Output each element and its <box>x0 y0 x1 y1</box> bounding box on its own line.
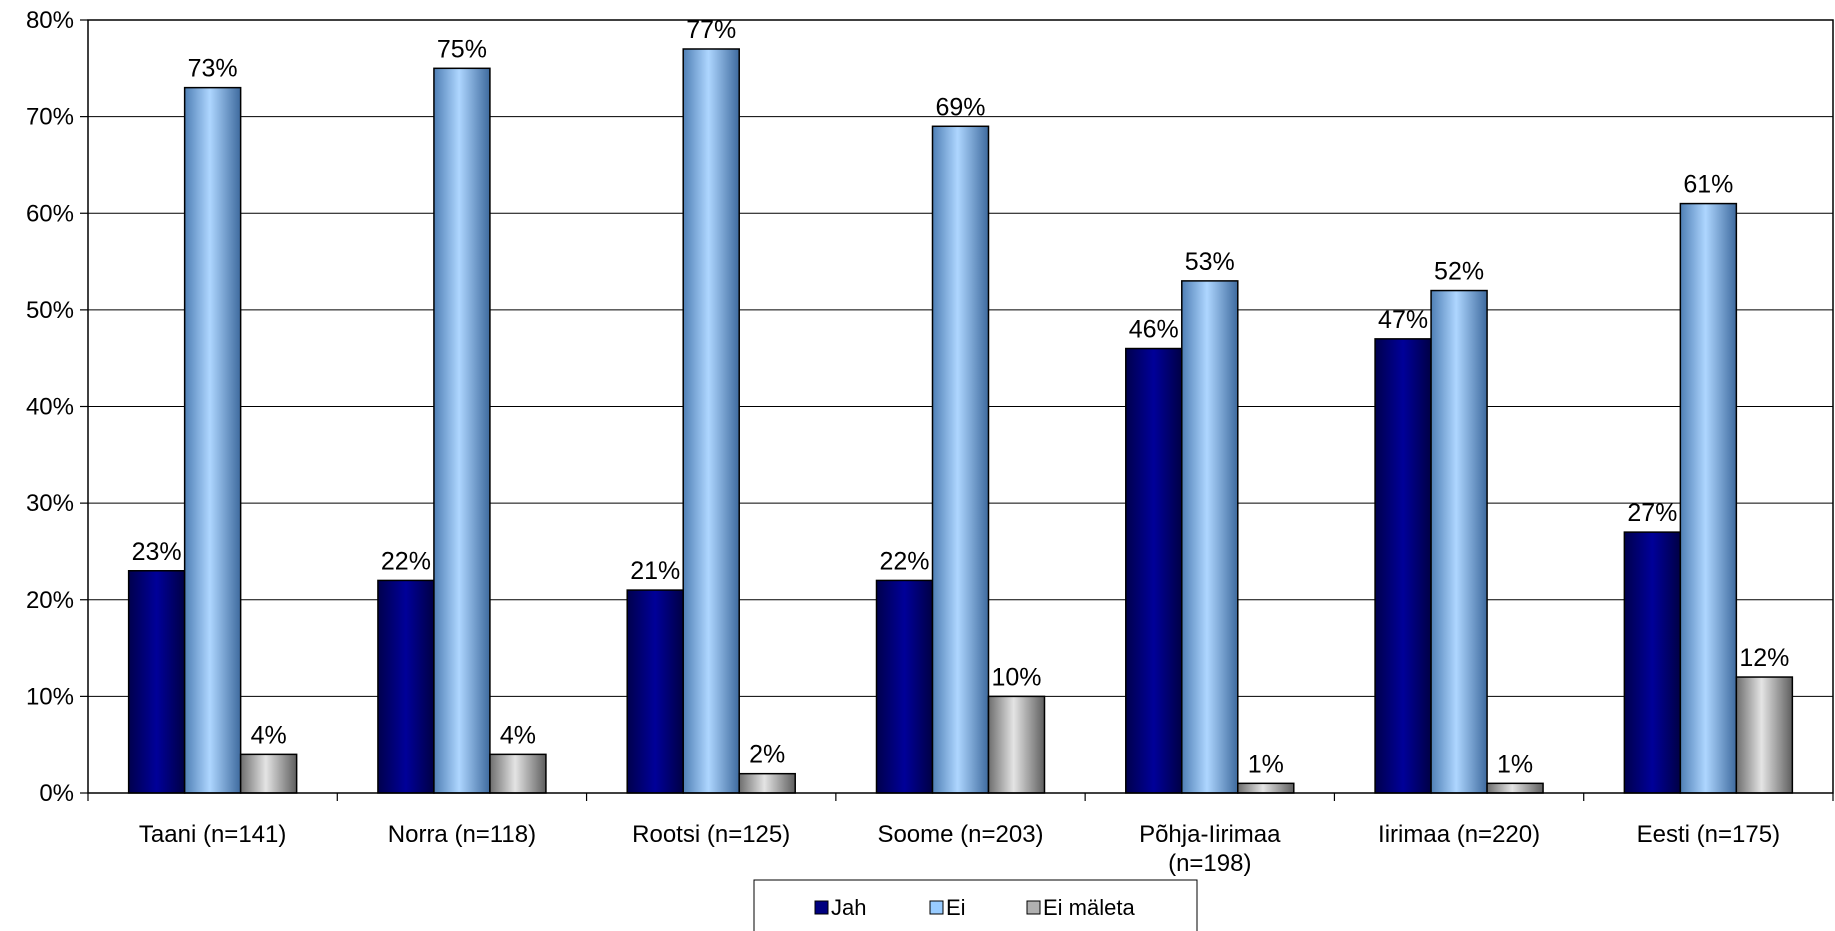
bar-ei <box>1181 280 1239 794</box>
bar-jah <box>1623 531 1682 794</box>
axes: 0% 10% 20% 30% 40% 50% 60% 70% 80% Taani (n=141) N… <box>26 7 1834 877</box>
data-label: 2% <box>749 741 785 769</box>
data-label: 10% <box>991 663 1041 691</box>
bar-jah <box>1125 347 1183 794</box>
legend-label: Ei <box>946 895 966 920</box>
data-label: 52% <box>1434 258 1484 286</box>
data-labels: 23%73%4%22%75%4%21%77%2%22%69%10%46%53%1… <box>132 16 1790 778</box>
data-label: 4% <box>500 721 536 749</box>
legend-swatch <box>814 900 829 915</box>
y-tick-label: 40% <box>26 394 74 421</box>
bar-jah <box>1374 338 1432 794</box>
y-tick-label: 80% <box>26 7 74 34</box>
data-label: 75% <box>437 35 487 63</box>
y-tick-label: 20% <box>26 587 74 614</box>
bar-ei-mäleta <box>1486 782 1544 794</box>
x-category-label: Taani (n=141) <box>139 821 286 848</box>
y-tick-label: 30% <box>26 490 74 517</box>
x-category-label: (n=198) <box>1168 850 1251 877</box>
bar-ei <box>433 67 491 794</box>
legend-swatch <box>929 900 944 915</box>
bar-ei <box>1430 289 1488 794</box>
data-label: 61% <box>1683 171 1733 199</box>
data-label: 22% <box>381 547 431 575</box>
data-label: 27% <box>1627 499 1677 527</box>
bar-ei-mäleta <box>239 753 298 794</box>
data-label: 23% <box>132 538 182 566</box>
y-tick-label: 60% <box>26 200 74 227</box>
x-category-label: Põhja-Iirimaa <box>1139 821 1281 848</box>
data-label: 46% <box>1129 316 1179 344</box>
data-label: 1% <box>1497 750 1533 778</box>
bar-ei-mäleta <box>987 695 1046 794</box>
data-label: 69% <box>935 93 985 121</box>
legend: Jah Ei Ei mäleta <box>753 879 1198 931</box>
bar-jah <box>626 589 684 794</box>
y-tick-label: 50% <box>26 297 74 324</box>
plot-border <box>87 19 1834 794</box>
data-label: 73% <box>188 55 238 83</box>
data-label: 53% <box>1185 248 1235 276</box>
bar-ei-mäleta <box>738 772 796 794</box>
bar-jah <box>377 579 435 794</box>
x-category-label: Iirimaa (n=220) <box>1378 821 1540 848</box>
bar-ei <box>682 48 740 794</box>
x-category-label: Eesti (n=175) <box>1637 821 1780 848</box>
x-category-label: Norra (n=118) <box>388 821 536 848</box>
legend-label: Ei mäleta <box>1043 895 1135 920</box>
bars <box>127 48 1794 794</box>
y-tick-label: 0% <box>39 780 74 807</box>
bar-ei <box>931 125 990 794</box>
bar-jah <box>875 579 934 794</box>
data-label: 4% <box>251 721 287 749</box>
bar-jah <box>127 570 186 794</box>
data-label: 22% <box>879 547 929 575</box>
y-tick-label: 10% <box>26 683 74 710</box>
data-label: 1% <box>1248 750 1284 778</box>
bar-ei-mäleta <box>1237 782 1295 794</box>
bar-ei <box>1679 202 1738 794</box>
legend-swatch <box>1026 900 1041 915</box>
data-label: 12% <box>1739 644 1789 672</box>
data-label: 21% <box>630 557 680 585</box>
x-category-label: Rootsi (n=125) <box>632 821 790 848</box>
y-tick-label: 70% <box>26 104 74 131</box>
x-category-label: Soome (n=203) <box>877 821 1043 848</box>
bar-ei-mäleta <box>489 753 547 794</box>
bar-ei-mäleta <box>1735 676 1794 794</box>
bar-ei <box>183 86 242 794</box>
legend-label: Jah <box>831 895 866 920</box>
data-label: 47% <box>1378 306 1428 334</box>
